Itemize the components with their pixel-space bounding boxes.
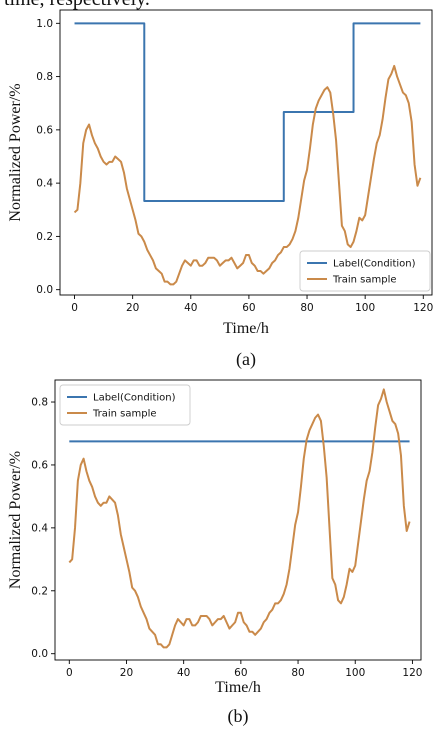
legend-entry: Train sample — [332, 275, 397, 286]
x-axis-label: Time/h — [223, 320, 269, 337]
chart-panel-a: 0 20 40 60 80 100 120 0.0 0.2 0.4 0.6 0.8 1.0 Time/h N… — [7, 9, 433, 370]
series-group — [73, 22, 422, 286]
y-tick-label: 0.8 — [36, 71, 53, 83]
x-tick-label: 60 — [234, 667, 247, 679]
series-line-label-condition — [74, 22, 421, 202]
legend: Label(Condition) Train sample — [299, 250, 431, 292]
legend-entry: Label(Condition) — [93, 393, 176, 404]
series-line-train-sample — [73, 64, 422, 286]
plot-frame — [54, 379, 422, 661]
x-tick-label: 100 — [355, 302, 375, 314]
legend-box — [59, 384, 191, 426]
x-tick-label: 120 — [402, 667, 422, 679]
y-tick-label: 0.4 — [36, 178, 53, 190]
y-tick-label: 0.0 — [36, 284, 53, 296]
series-group — [68, 388, 411, 649]
y-tick-label: 0.6 — [36, 124, 53, 136]
plot-frame — [59, 9, 433, 296]
y-tick-label: 0.4 — [31, 522, 48, 534]
cropped-caption-text: time, respectively. — [4, 0, 150, 11]
legend: Label(Condition) Train sample — [59, 384, 191, 426]
y-axis-label: Normalized Power/% — [7, 451, 24, 589]
y-tick-label: 0.2 — [36, 231, 53, 243]
y-tick-label: 0.2 — [31, 585, 48, 597]
x-tick-label: 80 — [300, 302, 313, 314]
x-axis-label: Time/h — [215, 679, 261, 696]
panel-label: (b) — [228, 706, 249, 727]
x-tick-label: 0 — [66, 667, 73, 679]
x-tick-label: 80 — [291, 667, 304, 679]
y-tick-label: 0.8 — [31, 397, 48, 409]
y-axis-label: Normalized Power/% — [7, 83, 24, 221]
x-tick-label: 20 — [120, 667, 133, 679]
panel-label: (a) — [236, 349, 256, 370]
y-tick-label: 0.0 — [31, 648, 48, 660]
legend-entry: Train sample — [92, 409, 157, 420]
legend-box — [299, 250, 431, 292]
x-tick-label: 120 — [413, 302, 433, 314]
x-tick-label: 40 — [184, 302, 197, 314]
x-tick-label: 0 — [71, 302, 78, 314]
legend-entry: Label(Condition) — [333, 259, 416, 270]
x-tick-label: 60 — [242, 302, 255, 314]
chart-panel-b: 0 20 40 60 80 100 120 0.0 0.2 0.4 0.6 0.8 Time/h Norm… — [7, 379, 422, 727]
y-tick-label: 1.0 — [36, 18, 53, 30]
x-tick-label: 40 — [177, 667, 190, 679]
x-tick-label: 100 — [345, 667, 365, 679]
series-line-train-sample — [68, 388, 411, 649]
x-tick-label: 20 — [126, 302, 139, 314]
y-tick-label: 0.6 — [31, 459, 48, 471]
